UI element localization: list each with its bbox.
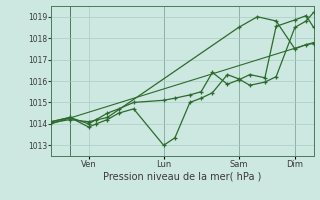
X-axis label: Pression niveau de la mer( hPa ): Pression niveau de la mer( hPa ) [103, 172, 261, 182]
